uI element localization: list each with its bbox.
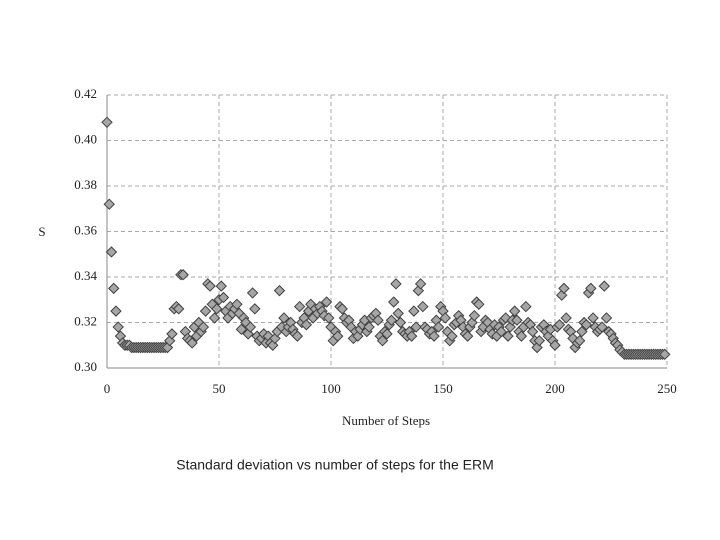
point <box>560 312 572 324</box>
point <box>553 319 566 331</box>
point <box>235 323 248 336</box>
point <box>408 305 420 317</box>
point <box>231 298 243 311</box>
point <box>199 305 212 317</box>
point <box>596 321 608 333</box>
point <box>172 303 185 315</box>
point <box>587 312 599 324</box>
point <box>320 296 333 308</box>
point <box>300 319 313 331</box>
point <box>392 307 404 320</box>
point <box>293 300 306 313</box>
point <box>533 334 546 347</box>
point <box>103 198 115 210</box>
y-tick-label: 0.30 <box>74 359 97 374</box>
point <box>526 325 539 338</box>
point <box>177 269 189 281</box>
point <box>580 319 593 331</box>
point <box>659 348 671 361</box>
point <box>112 321 124 333</box>
caption: Standard deviation vs number of steps fo… <box>176 457 494 473</box>
point <box>428 330 440 342</box>
point <box>211 303 223 315</box>
point <box>215 280 227 292</box>
point <box>217 291 230 304</box>
point <box>390 278 402 290</box>
point <box>549 339 561 351</box>
point <box>508 305 521 317</box>
x-tick-label: 50 <box>213 381 226 396</box>
point <box>576 325 588 338</box>
point <box>372 314 384 326</box>
y-tick-label: 0.38 <box>74 177 97 192</box>
point <box>246 287 259 299</box>
point <box>323 312 335 324</box>
point <box>405 330 418 342</box>
point <box>439 312 451 324</box>
point <box>101 116 113 129</box>
point <box>473 298 485 311</box>
point <box>414 278 427 290</box>
x-tick-label: 150 <box>433 381 453 396</box>
x-tick-label: 0 <box>104 381 111 396</box>
point <box>585 282 597 295</box>
point <box>502 330 514 342</box>
point <box>394 316 407 329</box>
point <box>511 314 523 326</box>
point <box>558 282 570 295</box>
y-tick-label: 0.34 <box>74 268 97 283</box>
point <box>468 309 481 322</box>
point <box>461 330 474 342</box>
y-tick-label: 0.40 <box>74 131 97 146</box>
point <box>108 282 120 295</box>
point <box>336 303 348 315</box>
point <box>417 300 429 313</box>
y-tick-label: 0.32 <box>74 313 97 328</box>
point <box>573 334 586 347</box>
point <box>520 300 532 313</box>
point <box>105 246 118 258</box>
point <box>376 334 389 347</box>
point <box>363 321 375 333</box>
y-axis-label: S <box>38 224 45 239</box>
point <box>278 312 290 324</box>
point <box>432 321 445 333</box>
y-tick-label: 0.42 <box>74 86 97 101</box>
point <box>515 330 528 342</box>
point <box>332 330 344 342</box>
point <box>388 296 400 308</box>
point <box>381 328 393 340</box>
point <box>598 280 610 292</box>
point <box>208 312 221 324</box>
point <box>291 330 304 342</box>
point <box>110 305 122 317</box>
point <box>204 280 216 292</box>
y-tick-label: 0.36 <box>74 222 97 237</box>
point <box>385 314 398 326</box>
point <box>410 321 422 333</box>
x-tick-label: 200 <box>545 381 565 396</box>
x-tick-label: 100 <box>321 381 341 396</box>
point <box>166 328 178 340</box>
point <box>495 325 507 338</box>
x-axis-label: Number of Steps <box>342 413 430 428</box>
point <box>197 321 210 333</box>
point <box>273 284 286 297</box>
point <box>244 321 257 333</box>
point <box>600 312 613 324</box>
point <box>249 303 261 315</box>
point <box>446 330 458 342</box>
point <box>186 337 198 349</box>
x-tick-label: 250 <box>657 381 677 396</box>
